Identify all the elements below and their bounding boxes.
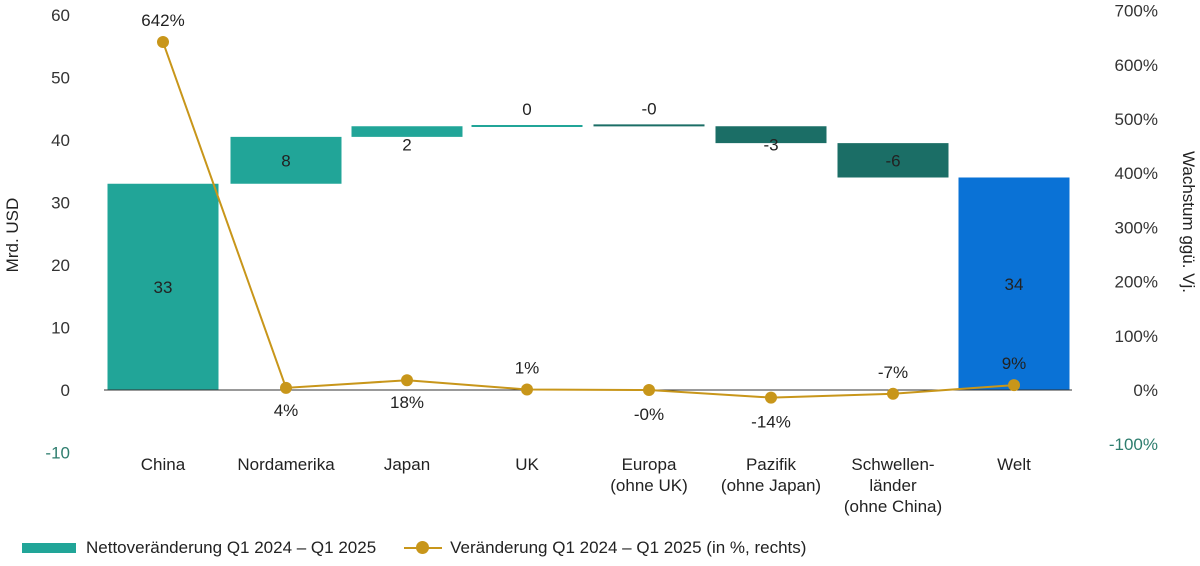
y-left-tick-label: 60 [51, 6, 70, 25]
y-right-tick-label: 700% [1115, 2, 1158, 21]
growth-point [401, 374, 413, 387]
legend: Nettoveränderung Q1 2024 – Q1 2025 Verän… [22, 538, 834, 558]
legend-item-bars: Nettoveränderung Q1 2024 – Q1 2025 [22, 538, 376, 558]
x-category-label: Nordamerika [237, 455, 335, 474]
x-category-label: Europa [622, 455, 677, 474]
growth-point [521, 383, 533, 396]
y-right-tick-label: 200% [1115, 273, 1158, 292]
waterfall-chart: -100102030405060-100%0%100%200%300%400%5… [3, 2, 1198, 516]
growth-value-label: 9% [1002, 354, 1027, 373]
growth-value-label: -7% [878, 363, 908, 382]
waterfall-bar [593, 124, 705, 127]
legend-label-bars: Nettoveränderung Q1 2024 – Q1 2025 [86, 538, 377, 557]
y-right-tick-label: 600% [1115, 56, 1158, 75]
bar-value-label: 33 [154, 278, 173, 297]
y-right-tick-label: 400% [1115, 164, 1158, 183]
growth-point [765, 391, 777, 404]
y-right-tick-label: -100% [1109, 435, 1158, 454]
y-left-tick-label: 0 [61, 381, 70, 400]
x-category-label: Welt [997, 455, 1031, 474]
growth-value-label: -14% [751, 413, 791, 432]
growth-point [887, 387, 899, 400]
growth-value-label: 642% [141, 11, 184, 30]
waterfall-bar [351, 126, 463, 137]
x-category-label: UK [515, 455, 539, 474]
y-left-tick-label: 40 [51, 131, 70, 150]
growth-value-label: 4% [274, 401, 299, 420]
bar-value-label: -3 [763, 135, 778, 154]
bar-value-label: 8 [281, 151, 290, 170]
growth-line [162, 41, 1015, 399]
legend-label-line: Veränderung Q1 2024 – Q1 2025 (in %, rec… [450, 538, 807, 557]
bar-value-label: 0 [522, 100, 531, 119]
x-category-label: (ohne China) [844, 497, 942, 516]
growth-point [157, 36, 169, 49]
y-right-tick-label: 500% [1115, 110, 1158, 129]
x-category-label: Japan [384, 455, 430, 474]
waterfall-bar [471, 125, 583, 127]
x-category-label: länder [869, 476, 917, 495]
waterfall-bar [958, 177, 1070, 390]
growth-value-label: 1% [515, 358, 540, 377]
growth-point [643, 384, 655, 396]
waterfall-bar [107, 183, 219, 390]
waterfall-bar [837, 143, 949, 178]
growth-point [280, 381, 292, 394]
y-right-tick-label: 300% [1115, 218, 1158, 237]
y-left-tick-label: 50 [51, 69, 70, 88]
y-right-tick-label: 100% [1115, 327, 1158, 346]
x-category-label: (ohne UK) [610, 476, 687, 495]
y-right-tick-label: 0% [1133, 381, 1158, 400]
growth-value-label: 18% [390, 393, 424, 412]
y-left-tick-label: 20 [51, 256, 70, 275]
growth-point [1008, 379, 1020, 392]
legend-swatch-line [404, 541, 443, 555]
waterfall-bar [715, 126, 827, 144]
y-left-tick-label: 30 [51, 194, 70, 213]
legend-item-line: Veränderung Q1 2024 – Q1 2025 (in %, rec… [404, 538, 806, 558]
growth-value-label: -0% [634, 405, 664, 424]
waterfall-bar [230, 136, 342, 184]
x-category-label: (ohne Japan) [721, 476, 821, 495]
bar-value-label: 34 [1005, 275, 1024, 294]
bar-value-label: 2 [402, 135, 411, 154]
bar-value-label: -0 [641, 99, 656, 118]
y-left-tick-label: 10 [51, 319, 70, 338]
y-left-tick-label: -10 [45, 444, 70, 463]
x-category-label: Schwellen- [851, 455, 934, 474]
legend-swatch-bars [22, 543, 76, 553]
x-category-label: China [141, 455, 186, 474]
x-category-label: Pazifik [746, 455, 797, 474]
bar-value-label: -6 [885, 151, 900, 170]
y-left-axis-title: Mrd. USD [3, 198, 22, 273]
y-right-axis-title: Wachstum ggü. Vj. [1179, 151, 1198, 293]
